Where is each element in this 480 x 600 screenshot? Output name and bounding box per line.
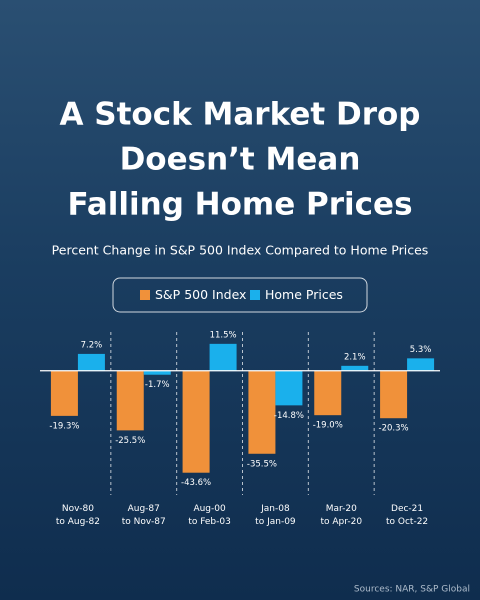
bar [182,370,210,473]
value-label: -1.7% [145,380,170,390]
value-label: -19.0% [313,421,343,431]
x-tick-label: Aug-87 to Nov-87 [122,504,166,527]
value-label: 7.2% [81,340,103,350]
bar [77,353,105,371]
value-label: -14.8% [274,411,304,421]
bar [380,370,408,419]
x-tick-label: Dec-21 to Oct-22 [386,504,428,527]
chart-title: A Stock Market Drop [60,97,421,133]
x-tick-line: to Aug-82 [56,517,100,527]
legend-swatch [250,290,260,300]
x-tick-line: to Jan-09 [255,517,296,527]
legend-swatch [140,290,150,300]
value-label: -35.5% [247,459,277,469]
x-tick-line: Jan-08 [260,504,290,514]
bar [143,370,171,375]
source: Sources: NAR, S&P Global [354,585,470,595]
x-tick-label: Aug-00 to Feb-03 [188,504,231,527]
value-label: 11.5% [210,330,237,340]
bar [275,370,303,406]
x-tick-label: Mar-20 to Apr-20 [320,504,362,527]
legend-label: Home Prices [265,287,343,302]
bar [116,370,144,431]
bar [50,370,78,416]
legend-box [112,277,368,313]
x-tick-line: Nov-80 [62,504,94,514]
x-tick-label: Jan-08 to Jan-09 [255,504,296,527]
x-tick-line: Mar-20 [326,504,357,514]
bar [248,370,276,454]
legend-label: S&P 500 Index [155,287,246,302]
x-tick-line: Aug-87 [128,504,160,514]
value-label: -43.6% [181,478,211,488]
x-tick-line: to Apr-20 [320,517,362,527]
x-tick-line: Aug-00 [193,504,226,514]
value-label: 2.1% [344,352,366,362]
value-label: -19.3% [49,421,79,431]
bar [407,358,435,371]
chart-title: Doesn’t Mean [120,142,361,178]
x-tick-label: Nov-80 to Aug-82 [56,504,100,527]
value-label: 5.3% [410,345,432,355]
x-tick-line: to Feb-03 [188,517,231,527]
value-label: -25.5% [115,436,145,446]
x-tick-line: to Oct-22 [386,517,428,527]
x-tick-line: Dec-21 [391,504,423,514]
chart-subtitle: Percent Change in S&P 500 Index Compared… [52,243,429,258]
bar [314,370,342,416]
bar [341,365,369,371]
chart-title: Falling Home Prices [67,187,412,223]
x-tick-line: to Nov-87 [122,517,166,527]
bar [209,343,237,371]
value-label: -20.3% [379,424,409,434]
